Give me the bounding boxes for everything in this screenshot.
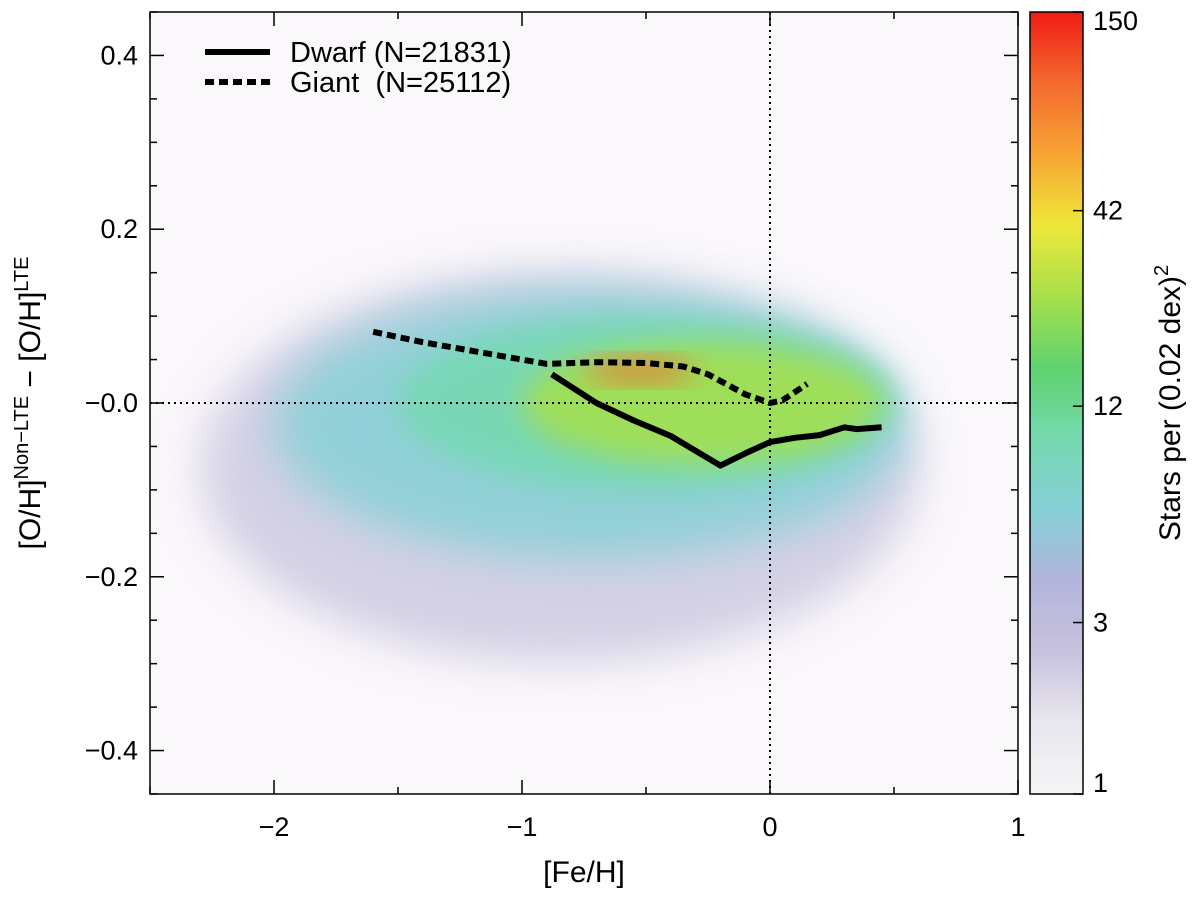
x-tick-label: −2 — [259, 812, 290, 842]
y-tick-label: 0.4 — [100, 40, 138, 70]
y-axis-title-sup-2: LTE — [11, 257, 33, 292]
y-tick-label: −0.0 — [85, 388, 138, 418]
x-tick-label: 1 — [1010, 812, 1025, 842]
colorbar-title-text: Stars per (0.02 dex) — [1154, 276, 1187, 541]
x-tick-label: 0 — [762, 812, 777, 842]
y-axis-title-sup-1: Non−LTE — [11, 396, 33, 480]
y-axis-title-part-2: − [O/H] — [14, 292, 47, 396]
legend-label-giant: Giant (N=25112) — [290, 67, 511, 99]
legend: Dwarf (N=21831) Giant (N=25112) — [205, 37, 512, 99]
x-tick-labels: −2 −1 0 1 — [259, 812, 1026, 842]
colorbar-tick-label: 150 — [1093, 6, 1138, 36]
colorbar-ticks: 150 42 12 3 1 — [1073, 6, 1138, 798]
colorbar-tick-label: 12 — [1093, 391, 1123, 421]
colorbar-tick-label: 1 — [1093, 768, 1108, 798]
legend-label-dwarf: Dwarf (N=21831) — [290, 37, 512, 69]
series-layer — [372, 328, 882, 469]
colorbar-tick-label: 3 — [1093, 608, 1108, 638]
series-line-dwarf — [550, 371, 882, 469]
y-axis-title-part-1: [O/H] — [14, 479, 47, 549]
x-axis-title: [Fe/H] — [543, 856, 625, 889]
series-line-giant — [372, 328, 809, 406]
plot-area — [149, 11, 1019, 795]
colorbar: 150 42 12 3 1 Stars per (0.02 dex)2 — [1029, 6, 1187, 798]
density-region — [522, 342, 882, 464]
colorbar-tick-label: 42 — [1093, 196, 1123, 226]
colorbar-gradient — [1029, 11, 1084, 795]
colorbar-title-sup: 2 — [1151, 265, 1173, 276]
density-map — [199, 272, 919, 664]
axis-ticks — [149, 11, 1019, 795]
y-tick-label: 0.2 — [100, 214, 138, 244]
x-tick-label: −1 — [507, 812, 538, 842]
y-tick-label: −0.4 — [85, 736, 138, 766]
y-axis-title: [O/H]Non−LTE − [O/H]LTE — [11, 257, 47, 550]
colorbar-title: Stars per (0.02 dex)2 — [1151, 265, 1187, 541]
y-tick-labels: 0.4 0.2 −0.0 −0.2 −0.4 — [85, 40, 138, 765]
y-tick-label: −0.2 — [85, 562, 138, 592]
